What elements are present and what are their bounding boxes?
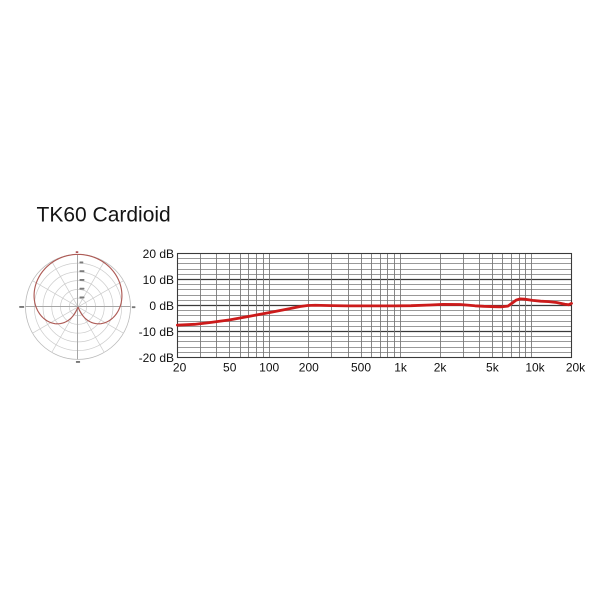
svg-text:500: 500 — [351, 361, 371, 375]
svg-text:0 dB: 0 dB — [149, 299, 174, 313]
svg-text:100: 100 — [259, 361, 279, 375]
svg-text:TK60 Cardioid: TK60 Cardioid — [37, 203, 171, 226]
svg-text:50: 50 — [223, 361, 237, 375]
svg-text:20k: 20k — [566, 361, 586, 375]
svg-text:1k: 1k — [394, 361, 408, 375]
svg-text:-20 dB: -20 dB — [139, 351, 174, 365]
svg-text:5k: 5k — [486, 361, 500, 375]
svg-text:20 dB: 20 dB — [143, 247, 174, 261]
svg-text:2k: 2k — [434, 361, 448, 375]
svg-text:20: 20 — [173, 361, 187, 375]
svg-text:10 dB: 10 dB — [143, 273, 174, 287]
svg-text:200: 200 — [299, 361, 319, 375]
svg-text:-10 dB: -10 dB — [139, 325, 174, 339]
svg-text:10k: 10k — [525, 361, 545, 375]
